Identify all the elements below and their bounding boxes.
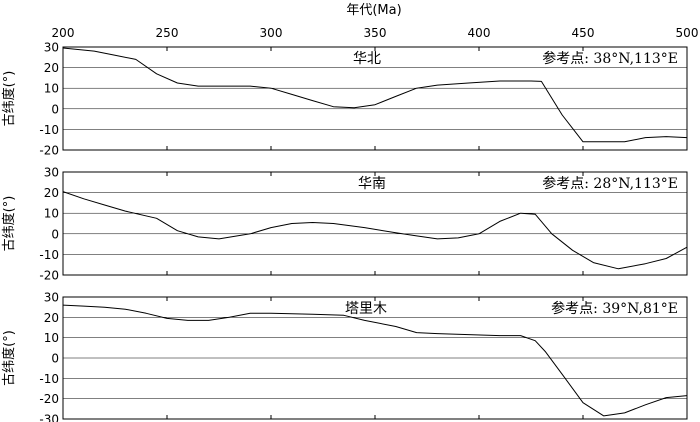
panel-title: 塔里木 [345,301,387,317]
x-tick-label: 200 [52,26,75,40]
y-tick-label: -10 [39,372,59,386]
y-tick-label: 10 [44,82,59,96]
y-tick-label: -20 [39,392,59,406]
y-tick-label: 20 [44,186,59,200]
paleolatitude-line [62,47,688,143]
x-tick-label: 500 [676,26,699,40]
reference-point-label: 参考点: 28°N,113°E [542,175,678,192]
y-tick-label: -10 [39,123,59,137]
panel-title: 华北 [353,51,381,67]
y-tick-label: 30 [44,166,59,180]
x-tick-label: 400 [468,26,491,40]
y-tick-label: 30 [44,41,59,55]
y-tick-label: -30 [39,413,59,422]
y-tick-label: -20 [39,269,59,283]
panel-3: 30 20 10 0 -10 -20 -30 古纬度(°) 塔里木 参考点: 39°N,81°E [1,291,688,422]
y-tick-label: -10 [39,248,59,262]
x-tick-label: 300 [260,26,283,40]
paleolatitude-line [62,304,688,417]
y-tick-label: 10 [44,207,59,221]
x-tick-label: 250 [156,26,179,40]
y-tick-label: 0 [51,227,59,241]
chart-panels: 30 20 10 0 -10 -20 古纬度(°) 华北 参考点: 38°N,113°E 30 20… [1,41,688,422]
y-tick-label: 0 [51,102,59,116]
panel-title: 华南 [358,176,386,192]
reference-point-label: 参考点: 38°N,113°E [542,50,678,67]
x-tick-label: 450 [572,26,595,40]
y-tick-label: 10 [44,331,59,345]
y-axis-title: 古纬度(°) [1,196,17,252]
y-tick-label: 30 [44,291,59,305]
x-tick-label: 350 [364,26,387,40]
y-tick-label: 20 [44,311,59,325]
paleolatitude-line [62,191,688,270]
x-tick-labels: 200 250 300 350 400 450 500 [52,26,699,40]
panel-2: 30 20 10 0 -10 -20 古纬度(°) 华南 参考点: 28°N,113°E [1,166,688,283]
y-axis-title: 古纬度(°) [1,330,17,386]
y-tick-label: 20 [44,61,59,75]
y-tick-label: -20 [39,144,59,158]
panel-1: 30 20 10 0 -10 -20 古纬度(°) 华北 参考点: 38°N,113°E [1,41,688,158]
x-axis-title: 年代(Ma) [346,3,401,18]
reference-point-label: 参考点: 39°N,81°E [551,300,678,317]
y-axis-title: 古纬度(°) [1,71,17,127]
y-tick-label: 0 [51,352,59,366]
